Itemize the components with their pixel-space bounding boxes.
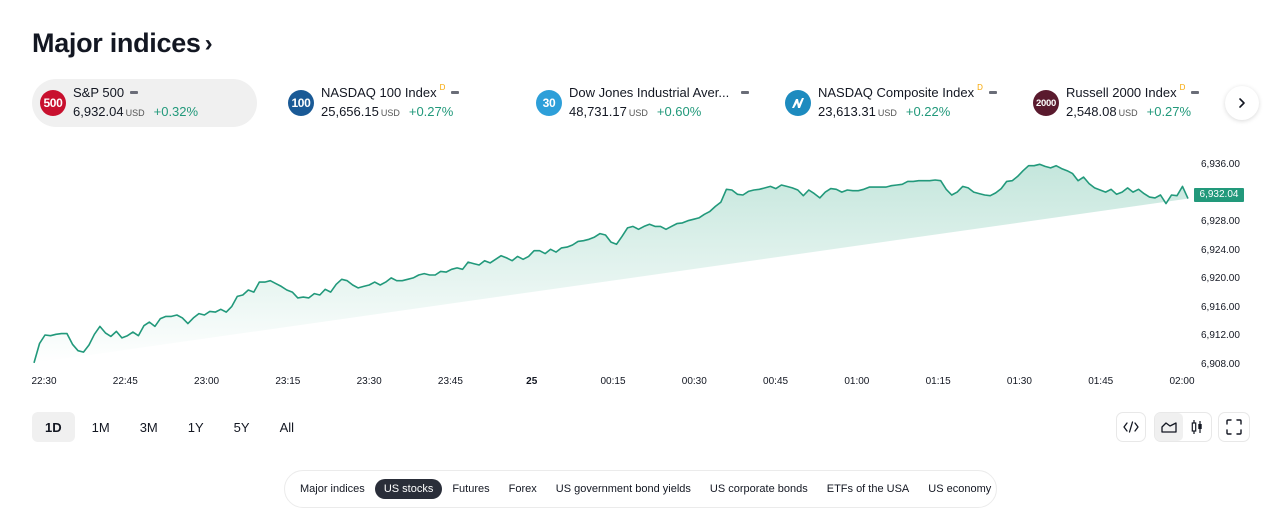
x-tick-label: 23:45 [437, 376, 463, 387]
status-dash-icon [130, 91, 139, 94]
index-currency: USD [877, 108, 897, 118]
index-change: +0.27% [408, 104, 454, 119]
x-tick-label: 01:30 [1006, 376, 1032, 387]
y-tick-label: 6,912.00 [1201, 330, 1240, 342]
chevron-right-icon: › [204, 29, 213, 57]
tab-us-government-bond-yields[interactable]: US government bond yields [555, 483, 691, 495]
range-all[interactable]: All [279, 419, 295, 435]
dow-badge-icon: 30 [536, 90, 562, 116]
range-1d[interactable]: 1D [32, 412, 75, 442]
y-tick-label: 6,916.00 [1201, 301, 1240, 313]
tab-us-corporate-bonds[interactable]: US corporate bonds [709, 483, 808, 495]
index-change: +0.27% [1146, 104, 1192, 119]
delayed-icon: D [1179, 83, 1186, 92]
tab-futures[interactable]: Futures [452, 483, 490, 495]
candlestick-icon [1191, 420, 1202, 434]
tab-us-economy[interactable]: US economy [928, 483, 992, 495]
index-card-russell2000[interactable]: 2000 Russell 2000 Index D 2,548.08 USD +0.2… [1025, 79, 1200, 127]
tab-forex[interactable]: Forex [508, 483, 537, 495]
range-5y[interactable]: 5Y [233, 419, 250, 435]
time-range-selector: 1D 1M 3M 1Y 5Y All [32, 412, 311, 442]
index-currency: USD [1118, 108, 1138, 118]
fullscreen-icon [1219, 413, 1249, 441]
market-category-tabs: Major indices US stocks Futures Forex US… [284, 470, 997, 508]
index-name: NASDAQ 100 Index [321, 85, 437, 100]
tab-major-indices[interactable]: Major indices [300, 483, 365, 495]
index-price: 2,548.08 [1066, 104, 1117, 119]
delayed-icon: D [977, 83, 983, 92]
page-title[interactable]: Major indices › [32, 28, 213, 59]
candlestick-button[interactable] [1183, 413, 1211, 441]
embed-button[interactable] [1116, 412, 1146, 442]
x-tick-label: 00:45 [763, 376, 789, 387]
chart-line [33, 163, 1189, 364]
index-name: Dow Jones Industrial Aver... [569, 85, 730, 100]
index-name: S&P 500 [73, 85, 125, 100]
area-chart-icon [1161, 422, 1177, 433]
y-tick-label: 6,936.00 [1201, 159, 1240, 170]
index-card-sp500[interactable]: 500 S&P 500 6,932.04 USD +0.32% [32, 79, 257, 127]
index-card-nasdaq100[interactable]: 100 NASDAQ 100 Index D 25,656.15 USD +0.27% [280, 79, 460, 127]
range-1y[interactable]: 1Y [187, 419, 204, 435]
x-tick-label: 23:00 [194, 376, 220, 387]
status-dash-icon [1191, 91, 1200, 94]
index-currency: USD [125, 108, 145, 118]
x-tick-label: 22:45 [112, 376, 138, 387]
nasdaq100-badge-icon: 100 [288, 90, 314, 116]
scroll-right-button[interactable] [1225, 86, 1259, 120]
chart-type-toggle [1154, 412, 1212, 442]
index-price: 23,613.31 [818, 104, 876, 119]
status-dash-icon [988, 91, 997, 94]
index-price: 25,656.15 [321, 104, 379, 119]
x-tick-label: 22:30 [31, 376, 57, 387]
current-price-label: 6,932.04 [1194, 188, 1244, 202]
fullscreen-button[interactable] [1218, 412, 1250, 442]
index-price: 6,932.04 [73, 104, 124, 119]
russell-badge-icon: 2000 [1033, 90, 1059, 116]
index-currency: USD [380, 108, 400, 118]
range-3m[interactable]: 3M [139, 419, 158, 435]
y-tick-label: 6,924.00 [1201, 244, 1240, 256]
index-name: NASDAQ Composite Index [818, 85, 975, 100]
index-change: +0.60% [656, 104, 702, 119]
chevron-right-icon [1239, 98, 1245, 108]
x-tick-label: 25 [526, 376, 538, 387]
sp500-badge-icon: 500 [40, 90, 66, 116]
x-tick-label: 23:15 [275, 376, 301, 387]
tab-us-stocks[interactable]: US stocks [374, 479, 443, 499]
range-1m[interactable]: 1M [91, 419, 110, 435]
index-cards: 500 S&P 500 6,932.04 USD +0.32% 100 NASDAQ… [32, 79, 1252, 127]
delayed-icon: D [439, 83, 446, 92]
x-tick-label: 23:30 [356, 376, 382, 387]
page-title-text: Major indices [32, 28, 201, 58]
index-card-nasdaq-composite[interactable]: NASDAQ Composite Index D 23,613.31 USD +0.2… [777, 79, 997, 127]
index-price: 48,731.17 [569, 104, 627, 119]
x-tick-label: 01:45 [1088, 376, 1114, 387]
chart-area-fill [34, 164, 1188, 363]
x-tick-label: 00:30 [681, 376, 707, 387]
x-tick-label: 01:15 [925, 376, 951, 387]
y-tick-label: 6,920.00 [1201, 273, 1240, 285]
x-tick-label: 01:00 [844, 376, 870, 387]
index-currency: USD [628, 108, 648, 118]
index-change: +0.22% [905, 104, 951, 119]
tab-etfs-of-the-usa[interactable]: ETFs of the USA [826, 483, 910, 495]
price-chart[interactable] [0, 0, 1280, 400]
code-embed-icon [1117, 413, 1145, 441]
status-dash-icon [741, 91, 750, 94]
index-change: +0.32% [153, 104, 199, 119]
index-card-dow-jones[interactable]: 30 Dow Jones Industrial Aver... 48,731.1… [528, 79, 750, 127]
y-tick-label: 6,928.00 [1201, 216, 1240, 228]
area-chart-button[interactable] [1155, 413, 1183, 441]
nasdaq-logo-icon [785, 90, 811, 116]
status-dash-icon [451, 91, 460, 94]
index-name: Russell 2000 Index [1066, 85, 1177, 100]
x-tick-label: 02:00 [1169, 376, 1195, 387]
x-tick-label: 00:15 [600, 376, 626, 387]
y-tick-label: 6,908.00 [1201, 359, 1240, 370]
